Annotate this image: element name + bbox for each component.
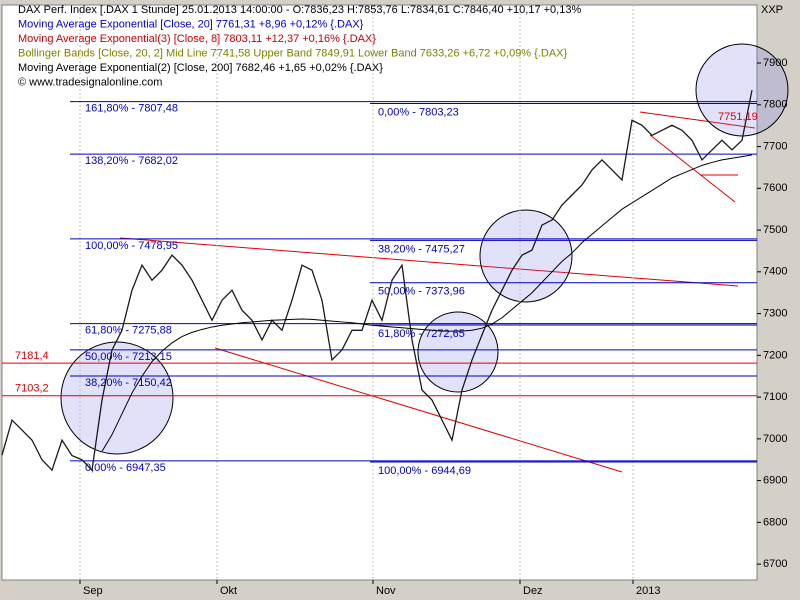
trendline: [649, 134, 736, 203]
fib-label: 50,00% - 7373,96: [378, 286, 465, 298]
highlight-circle: [695, 43, 789, 137]
y-tick-label: 7000: [763, 433, 787, 445]
x-tick-label: 2013: [636, 585, 660, 597]
trendline: [119, 237, 739, 287]
legend-entry: Moving Average Exponential(3) [Close, 8]…: [18, 33, 376, 45]
fib-label: 0,00% - 6947,35: [85, 462, 166, 474]
legend-entry: Moving Average Exponential [Close, 20] 7…: [18, 18, 364, 30]
y-tick-label: 7700: [763, 140, 787, 152]
y-tick-label: 7300: [763, 307, 787, 319]
y-tick-label: 6900: [763, 475, 787, 487]
highlight-circle: [60, 341, 174, 455]
support-label: 7181,4: [15, 350, 49, 362]
y-tick-label: 7100: [763, 391, 787, 403]
legend-entry: DAX Perf. Index [.DAX 1 Stunde] 25.01.20…: [18, 4, 581, 16]
fib-label: 61,80% - 7275,88: [85, 325, 172, 337]
y-tick-label: 7600: [763, 182, 787, 194]
fib-label: 100,00% - 6944,69: [378, 465, 471, 477]
legend-entry: Bollinger Bands [Close, 20, 2] Mid Line …: [18, 47, 567, 59]
chart-title: XXP: [761, 4, 783, 16]
drawings: [60, 43, 789, 473]
y-tick-label: 7200: [763, 349, 787, 361]
y-tick-label: 6800: [763, 516, 787, 528]
x-tick-label: Okt: [220, 585, 237, 597]
y-tick-label: 7800: [763, 99, 787, 111]
fib-label: 38,20% - 7150,42: [85, 377, 172, 389]
y-tick-label: 7500: [763, 224, 787, 236]
highlight-circle: [417, 311, 499, 393]
x-tick-label: Dez: [523, 585, 543, 597]
price-line: [1, 90, 753, 472]
legend-entry: Moving Average Exponential(2) [Close, 20…: [18, 62, 383, 74]
fib-label: 0,00% - 7803,23: [378, 106, 459, 118]
fib-label: 100,00% - 7478,95: [85, 240, 178, 252]
y-tick-label: 6700: [763, 558, 787, 570]
fib-label: 161,80% - 7807,48: [85, 103, 178, 115]
x-tick-label: Nov: [376, 585, 396, 597]
trendline: [639, 111, 756, 129]
plot-area: [1, 4, 758, 581]
fib-label: 138,20% - 7682,02: [85, 155, 178, 167]
annotation: 7751,19: [718, 111, 758, 123]
x-tick-label: Sep: [83, 585, 103, 597]
fib-label: 38,20% - 7475,27: [378, 243, 465, 255]
y-tick-label: 7900: [763, 57, 787, 69]
trendline: [214, 347, 623, 473]
fib-label: 50,00% - 7213,15: [85, 351, 172, 363]
y-tick-label: 7400: [763, 266, 787, 278]
price-line: [101, 154, 753, 452]
highlight-circle: [479, 209, 573, 303]
support-label: 7103,2: [15, 383, 49, 395]
legend-entry: © www.tradesignalonline.com: [18, 76, 162, 88]
